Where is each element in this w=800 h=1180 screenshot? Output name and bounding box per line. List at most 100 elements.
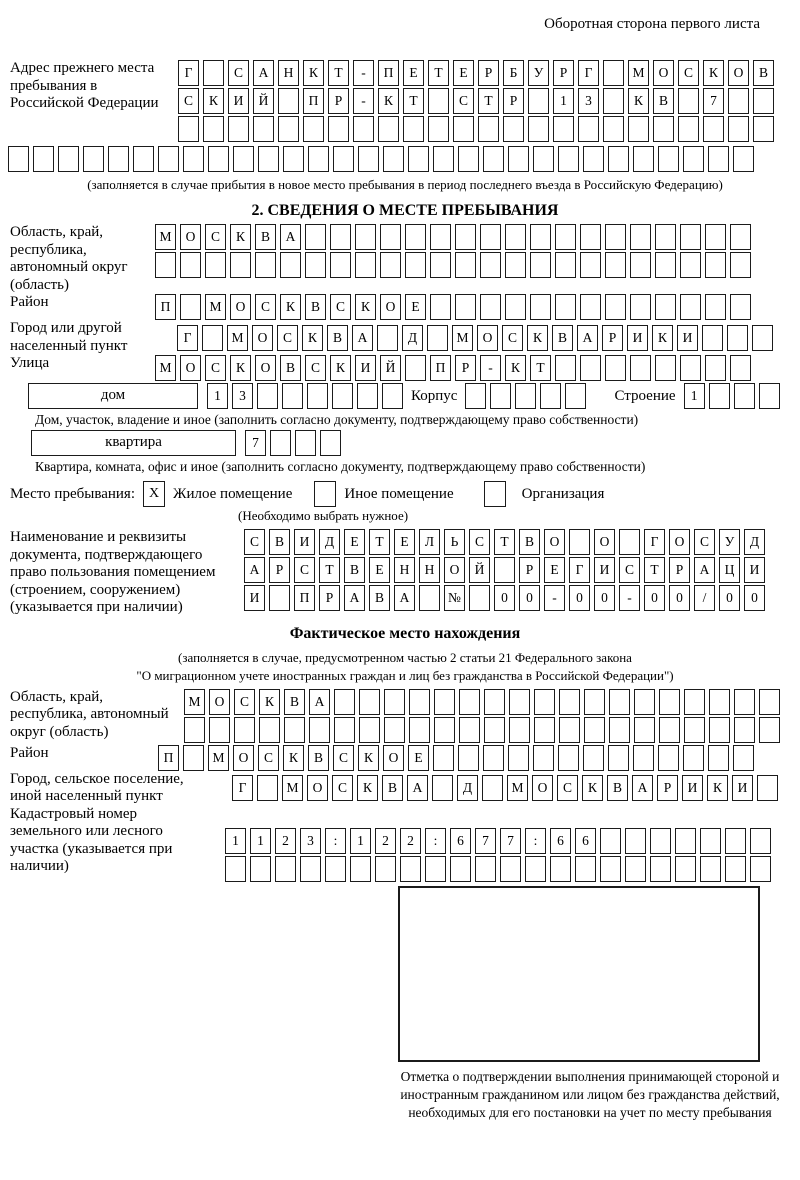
- char-cell[interactable]: [405, 224, 426, 250]
- char-cell[interactable]: Н: [419, 557, 440, 583]
- char-cell[interactable]: Е: [408, 744, 429, 771]
- char-cell[interactable]: [700, 827, 721, 854]
- char-cell[interactable]: [384, 716, 405, 743]
- char-cell[interactable]: [275, 855, 296, 882]
- char-cell[interactable]: [730, 224, 751, 250]
- char-cell[interactable]: [680, 224, 701, 250]
- char-cell[interactable]: Н: [278, 60, 299, 86]
- char-cell[interactable]: В: [255, 224, 276, 250]
- char-cell[interactable]: [675, 855, 696, 882]
- char-cell[interactable]: [155, 252, 176, 278]
- char-cell[interactable]: [430, 294, 451, 320]
- char-cell[interactable]: М: [208, 744, 229, 771]
- char-cell[interactable]: К: [259, 688, 280, 715]
- char-cell[interactable]: [484, 688, 505, 715]
- char-cell[interactable]: [380, 252, 401, 278]
- char-cell[interactable]: С: [205, 224, 226, 250]
- char-cell[interactable]: И: [355, 355, 376, 381]
- char-cell[interactable]: А: [352, 324, 373, 351]
- char-cell[interactable]: [733, 744, 754, 771]
- char-cell[interactable]: [480, 294, 501, 320]
- char-cell[interactable]: [509, 716, 530, 743]
- char-cell[interactable]: Т: [478, 88, 499, 114]
- char-cell[interactable]: [202, 324, 223, 351]
- char-cell[interactable]: [605, 355, 626, 381]
- char-cell[interactable]: 1: [250, 827, 271, 854]
- char-cell[interactable]: [278, 88, 299, 114]
- char-cell[interactable]: С: [234, 688, 255, 715]
- char-cell[interactable]: О: [180, 355, 201, 381]
- char-cell[interactable]: [303, 116, 324, 142]
- char-cell[interactable]: И: [228, 88, 249, 114]
- char-cell[interactable]: [408, 146, 429, 172]
- char-cell[interactable]: [305, 224, 326, 250]
- char-cell[interactable]: [409, 716, 430, 743]
- char-cell[interactable]: [583, 744, 604, 771]
- char-cell[interactable]: Е: [405, 294, 426, 320]
- char-cell[interactable]: И: [677, 324, 698, 351]
- char-cell[interactable]: [308, 146, 329, 172]
- char-cell[interactable]: -: [544, 585, 565, 611]
- char-cell[interactable]: [625, 827, 646, 854]
- char-cell[interactable]: Р: [519, 557, 540, 583]
- char-cell[interactable]: [684, 688, 705, 715]
- char-cell[interactable]: №: [444, 585, 465, 611]
- char-cell[interactable]: [505, 224, 526, 250]
- char-cell[interactable]: В: [344, 557, 365, 583]
- char-cell[interactable]: П: [378, 60, 399, 86]
- char-cell[interactable]: [558, 744, 579, 771]
- char-cell[interactable]: Й: [469, 557, 490, 583]
- char-cell[interactable]: О: [728, 60, 749, 86]
- char-cell[interactable]: К: [707, 775, 728, 801]
- char-cell[interactable]: 0: [569, 585, 590, 611]
- char-cell[interactable]: Е: [403, 60, 424, 86]
- char-cell[interactable]: [680, 252, 701, 278]
- char-cell[interactable]: В: [753, 60, 774, 86]
- char-cell[interactable]: Р: [319, 585, 340, 611]
- char-cell[interactable]: [619, 529, 640, 555]
- char-cell[interactable]: [708, 383, 730, 409]
- char-cell[interactable]: В: [327, 324, 348, 351]
- char-cell[interactable]: [630, 252, 651, 278]
- char-cell[interactable]: -: [353, 60, 374, 86]
- char-cell[interactable]: [683, 146, 704, 172]
- char-cell[interactable]: [382, 383, 403, 409]
- char-cell[interactable]: [357, 383, 378, 409]
- char-cell[interactable]: А: [280, 224, 301, 250]
- char-cell[interactable]: [333, 146, 354, 172]
- char-cell[interactable]: О: [594, 529, 615, 555]
- char-cell[interactable]: [430, 224, 451, 250]
- char-cell[interactable]: [209, 716, 230, 743]
- char-cell[interactable]: [490, 383, 512, 409]
- char-cell[interactable]: 6: [575, 827, 596, 854]
- char-cell[interactable]: [705, 294, 726, 320]
- char-cell[interactable]: [650, 855, 671, 882]
- char-cell[interactable]: [655, 252, 676, 278]
- char-cell[interactable]: [307, 383, 328, 409]
- checkbox-organizatsiya[interactable]: [483, 481, 506, 507]
- char-cell[interactable]: [734, 688, 755, 715]
- char-cell[interactable]: Т: [403, 88, 424, 114]
- char-cell[interactable]: О: [230, 294, 251, 320]
- char-cell[interactable]: 7: [703, 88, 724, 114]
- char-cell[interactable]: [282, 383, 303, 409]
- char-cell[interactable]: [553, 116, 574, 142]
- char-cell[interactable]: [728, 88, 749, 114]
- char-cell[interactable]: /: [694, 585, 715, 611]
- char-cell[interactable]: И: [594, 557, 615, 583]
- char-cell[interactable]: [530, 294, 551, 320]
- char-cell[interactable]: [269, 585, 290, 611]
- char-cell[interactable]: И: [244, 585, 265, 611]
- char-cell[interactable]: Г: [232, 775, 253, 801]
- char-cell[interactable]: [250, 855, 271, 882]
- char-cell[interactable]: 3: [578, 88, 599, 114]
- char-cell[interactable]: [603, 88, 624, 114]
- char-cell[interactable]: [655, 355, 676, 381]
- char-cell[interactable]: Г: [569, 557, 590, 583]
- char-cell[interactable]: 6: [450, 827, 471, 854]
- char-cell[interactable]: [458, 744, 479, 771]
- char-cell[interactable]: С: [333, 744, 354, 771]
- char-cell[interactable]: [559, 688, 580, 715]
- char-cell[interactable]: [505, 294, 526, 320]
- char-cell[interactable]: М: [282, 775, 303, 801]
